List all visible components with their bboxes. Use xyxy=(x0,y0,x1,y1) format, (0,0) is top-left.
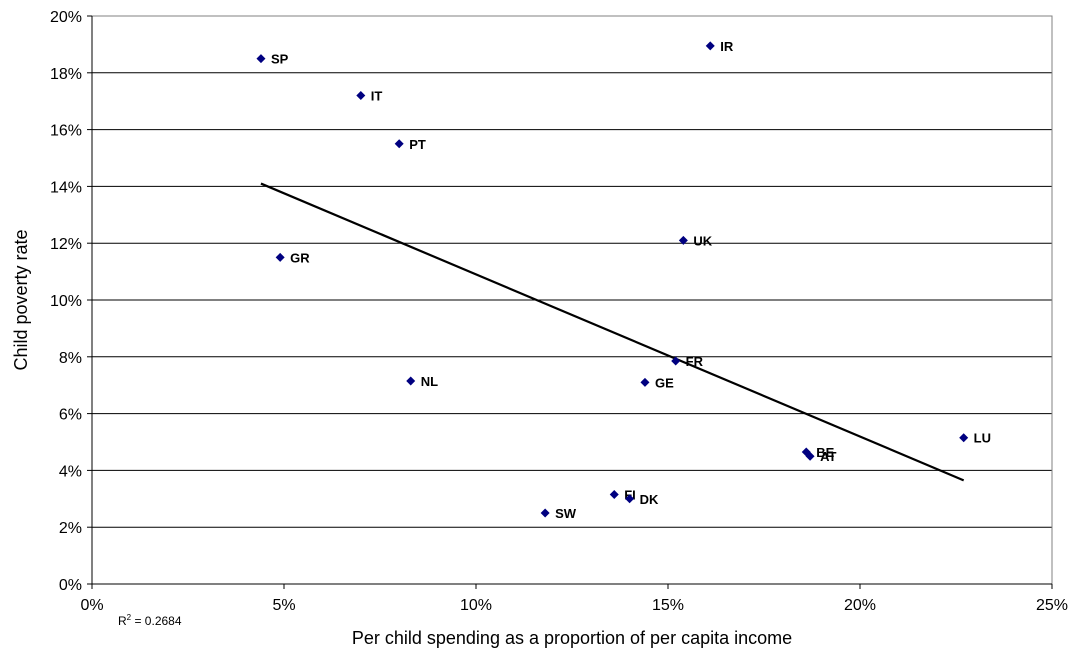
y-tick-label: 14% xyxy=(50,179,82,196)
y-tick-label: 20% xyxy=(50,9,82,26)
y-tick-label: 18% xyxy=(50,66,82,83)
point-label-fr: FR xyxy=(686,354,704,369)
point-label-nl: NL xyxy=(421,374,438,389)
data-point-it xyxy=(356,91,366,101)
y-tick-label: 8% xyxy=(59,350,82,367)
data-point-ir xyxy=(705,41,715,51)
point-label-uk: UK xyxy=(693,233,712,248)
y-tick-label: 6% xyxy=(59,407,82,424)
point-label-ir: IR xyxy=(720,39,734,54)
trendline-layer xyxy=(260,182,965,482)
point-label-pt: PT xyxy=(409,137,426,152)
data-point-fi xyxy=(609,490,619,500)
data-point-sp xyxy=(256,54,266,64)
x-tick-label: 5% xyxy=(272,597,295,614)
x-tick-label: 20% xyxy=(844,597,876,614)
point-label-gr: GR xyxy=(290,250,310,265)
data-point-dk xyxy=(625,494,635,504)
y-axis-title: Child poverty rate xyxy=(11,229,31,370)
x-tick-label: 15% xyxy=(652,597,684,614)
point-label-dk: DK xyxy=(640,492,659,507)
point-label-ge: GE xyxy=(655,375,674,390)
point-layer: SPITPTGRNLIRUKFRGEFIDKSWBEATLU xyxy=(256,39,991,521)
y-tick-label: 4% xyxy=(59,463,82,480)
point-label-at: AT xyxy=(820,449,836,464)
data-point-ge xyxy=(640,377,650,387)
data-point-fr xyxy=(671,356,681,366)
x-tick-label: 10% xyxy=(460,597,492,614)
y-tick-label: 2% xyxy=(59,520,82,537)
data-point-uk xyxy=(678,235,688,245)
data-point-lu xyxy=(959,433,969,443)
x-tick-label: 25% xyxy=(1036,597,1068,614)
data-point-pt xyxy=(394,139,404,149)
axis-layer: 0% 2% 4% 6% 8% 10% 12% 14% 16% 18% 20% 0% 5% 10% 15% 20… xyxy=(50,9,1068,614)
x-tick-label: 0% xyxy=(80,597,103,614)
data-point-sw xyxy=(540,508,550,518)
y-tick-label: 12% xyxy=(50,236,82,253)
y-tick-label: 16% xyxy=(50,123,82,140)
point-label-sw: SW xyxy=(555,506,577,521)
data-point-at xyxy=(805,451,815,461)
trendline xyxy=(260,182,965,482)
point-label-lu: LU xyxy=(974,431,991,446)
point-label-sp: SP xyxy=(271,52,289,67)
point-label-be: BE xyxy=(816,445,834,460)
r-squared-value: = 0.2684 xyxy=(134,614,181,628)
data-point-gr xyxy=(275,252,285,262)
svg-text:R2 = 0.2684: R2 = 0.2684 xyxy=(118,613,182,628)
r-squared-label: R2 = 0.2684 xyxy=(118,613,182,628)
point-label-it: IT xyxy=(371,89,383,104)
x-axis-title: Per child spending as a proportion of pe… xyxy=(352,628,792,648)
y-tick-label: 10% xyxy=(50,293,82,310)
grid-layer xyxy=(92,15,1052,585)
data-point-nl xyxy=(406,376,416,386)
y-tick-label: 0% xyxy=(59,577,82,594)
